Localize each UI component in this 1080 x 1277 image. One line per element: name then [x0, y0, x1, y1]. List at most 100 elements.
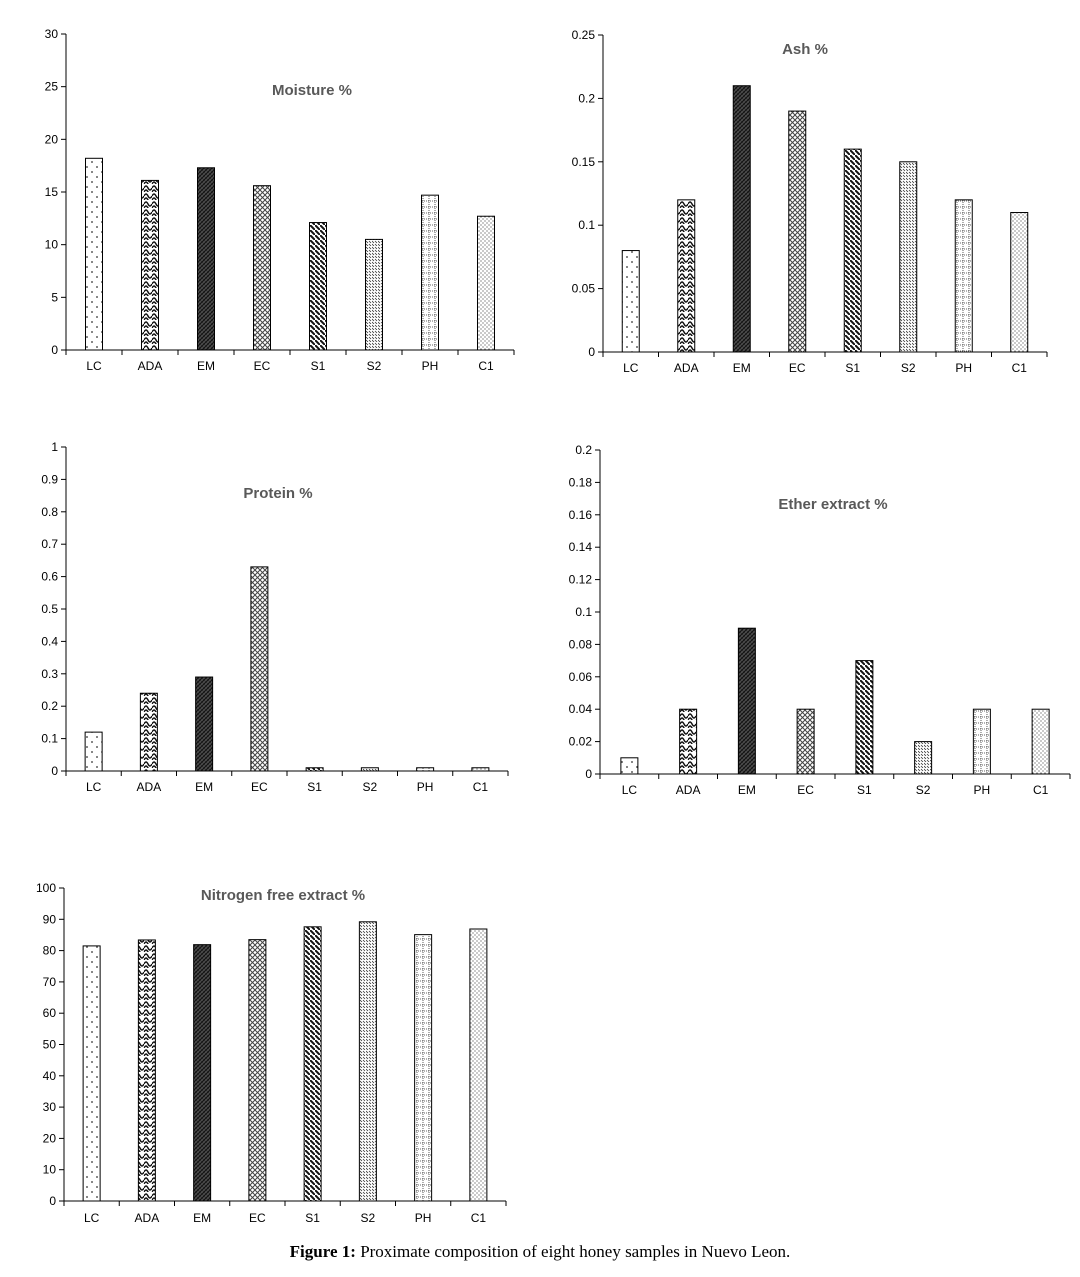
y-tick-label: 0.14: [569, 540, 593, 554]
category-label: ADA: [674, 361, 699, 375]
bar-lc: [85, 157, 103, 351]
caption-label: Figure 1:: [289, 1242, 356, 1261]
bar-s1: [843, 148, 862, 353]
category-label: S1: [857, 783, 872, 797]
y-tick-label: 0.2: [41, 699, 58, 713]
category-label: PH: [415, 1211, 432, 1225]
y-tick-label: 0.02: [569, 735, 593, 749]
bar-ph: [954, 199, 973, 353]
bar-ec: [250, 566, 269, 772]
y-tick-label: 5: [51, 290, 58, 304]
y-tick-label: 40: [43, 1069, 57, 1083]
bar-ec: [248, 939, 267, 1202]
y-tick-label: 20: [43, 1131, 57, 1145]
bar-ph: [414, 934, 433, 1202]
y-tick-label: 0: [585, 767, 592, 781]
bar-em: [197, 167, 215, 351]
y-tick-label: 10: [45, 238, 59, 252]
bar-s1: [309, 222, 327, 351]
chart-ash: 0 0.05 0.1 0.15 0.2 0.25 LC ADA EM EC S1 S2 PH C1 Ash …: [572, 28, 1048, 375]
category-label: LC: [84, 1211, 100, 1225]
bar-s2: [899, 161, 918, 353]
bar-s2: [360, 767, 379, 772]
bar-ada: [139, 692, 158, 772]
category-label: PH: [955, 361, 972, 375]
bar-ada: [679, 708, 698, 775]
category-label: C1: [478, 359, 494, 373]
y-tick-label: 20: [45, 132, 59, 146]
y-tick-label: 0.06: [569, 670, 593, 684]
category-label: EM: [195, 780, 213, 794]
y-tick-label: 0: [51, 764, 58, 778]
category-label: EM: [733, 361, 751, 375]
chart-title: Moisture %: [272, 82, 352, 99]
category-label: S2: [363, 780, 378, 794]
chart-title: Ether extract %: [778, 496, 887, 513]
bar-c1: [1010, 212, 1029, 353]
category-label: S2: [361, 1211, 376, 1225]
y-tick-label: 0.08: [569, 637, 593, 651]
y-tick-label: 0.18: [569, 475, 593, 489]
category-label: EC: [251, 780, 268, 794]
caption-text: Proximate composition of eight honey sam…: [355, 1242, 791, 1261]
bar-c1: [477, 215, 495, 351]
bar-ph: [972, 708, 991, 775]
y-tick-label: 70: [43, 975, 57, 989]
y-tick-label: 0.7: [41, 537, 58, 551]
category-label: S1: [311, 359, 326, 373]
y-tick-label: 0.12: [569, 573, 593, 587]
y-tick-label: 0.16: [569, 508, 593, 522]
bar-ph: [416, 767, 435, 772]
category-label: PH: [422, 359, 439, 373]
bar-s1: [303, 926, 322, 1202]
bar-s2: [358, 921, 377, 1202]
category-label: C1: [471, 1211, 487, 1225]
bar-lc: [621, 250, 640, 353]
y-tick-label: 0: [51, 343, 58, 357]
y-tick-label: 0.3: [41, 667, 58, 681]
category-label: ADA: [676, 783, 701, 797]
category-label: EC: [254, 359, 271, 373]
bar-lc: [82, 945, 101, 1202]
y-tick-label: 10: [43, 1163, 57, 1177]
category-label: LC: [622, 783, 638, 797]
bar-ec: [796, 708, 815, 775]
y-tick-label: 0.4: [41, 634, 58, 648]
bar-c1: [1031, 708, 1050, 775]
y-tick-label: 90: [43, 912, 57, 926]
bar-ada: [137, 939, 156, 1202]
category-label: C1: [473, 780, 489, 794]
y-tick-label: 0.2: [575, 443, 592, 457]
y-tick-label: 0.1: [41, 732, 58, 746]
y-tick-label: 25: [45, 80, 59, 94]
chart-ether-extract: 0 0.02 0.04 0.06 0.08 0.1 0.12 0.14 0.16 0.18 0.2 L…: [569, 443, 1071, 797]
category-label: EM: [197, 359, 215, 373]
chart-title: Ash %: [782, 41, 828, 58]
y-tick-label: 0.1: [578, 218, 595, 232]
category-label: PH: [417, 780, 434, 794]
category-label: S2: [916, 783, 931, 797]
y-tick-label: 100: [36, 881, 56, 895]
bar-lc: [620, 757, 639, 775]
category-label: ADA: [135, 1211, 160, 1225]
category-label: ADA: [138, 359, 163, 373]
category-label: S2: [901, 361, 916, 375]
bar-ada: [141, 179, 159, 351]
chart-moisture: 0 5 10 15 20 25 30 LC ADA EM EC S1 S2 PH C1 Moisture %: [45, 27, 515, 373]
chart-protein: 0 0.1 0.2 0.3 0.4 0.5 0.6 0.7 0.8 0.9 1 LC ADA EM EC S1…: [41, 440, 509, 794]
y-tick-label: 30: [43, 1100, 57, 1114]
category-label: EM: [738, 783, 756, 797]
bar-em: [732, 85, 751, 353]
bar-s1: [855, 660, 874, 775]
bar-em: [737, 627, 756, 775]
category-label: C1: [1033, 783, 1049, 797]
bar-ec: [253, 185, 271, 351]
category-label: S1: [305, 1211, 320, 1225]
y-tick-label: 30: [45, 27, 59, 41]
category-label: LC: [86, 359, 102, 373]
y-tick-label: 0.15: [572, 155, 596, 169]
chart-title: Protein %: [243, 485, 312, 502]
category-label: EC: [797, 783, 814, 797]
category-label: S1: [845, 361, 860, 375]
